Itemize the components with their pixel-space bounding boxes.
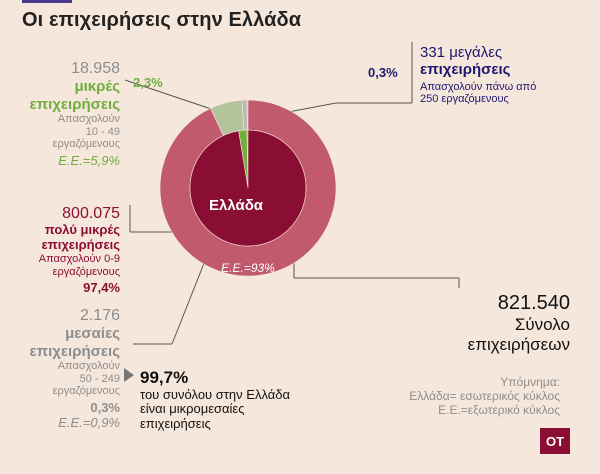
small-desc2: 10 - 49 bbox=[85, 125, 120, 138]
legend: Υπόμνημα: Ελλάδα= εσωτερικός κύκλος Ε.Ε.… bbox=[409, 375, 560, 417]
small-line2: επιχειρήσεις bbox=[29, 95, 120, 113]
large-text: 331 μεγάλες επιχειρήσεις Απασχολούν πάνω… bbox=[420, 44, 536, 106]
micro-group: 800.075 πολύ μικρές επιχειρήσεις Απασχολ… bbox=[39, 205, 120, 295]
total-line2: επιχειρήσεων bbox=[467, 334, 570, 354]
medium-eu: Ε.Ε.=0,9% bbox=[58, 414, 120, 430]
small-line1: μικρές bbox=[74, 78, 120, 96]
small-group: 18.958 μικρές επιχειρήσεις Απασχολούν 10… bbox=[30, 60, 120, 169]
share-line1: του συνόλου στην Ελλάδα bbox=[140, 386, 291, 402]
small-desc1: Απασχολούν bbox=[57, 112, 120, 125]
inner-pie-label: Ελλάδα bbox=[209, 197, 264, 214]
inner-slice-2 bbox=[189, 129, 307, 247]
total-value: 821.540 bbox=[497, 292, 570, 314]
large-line2: επιχειρήσεις bbox=[420, 61, 511, 79]
share-group: 99,7% του συνόλου στην Ελλάδα είναι μικρ… bbox=[140, 368, 290, 432]
legend-title: Υπόμνημα: bbox=[500, 375, 560, 389]
medium-pct: 0,3% bbox=[90, 399, 120, 415]
micro-line1: πολύ μικρές bbox=[44, 222, 120, 238]
share-value: 99,7% bbox=[140, 368, 189, 387]
micro-desc1: Απασχολούν 0-9 bbox=[38, 253, 120, 266]
outer-ring-label: Ε.Ε.=93% bbox=[221, 261, 275, 275]
total-group: 821.540 Σύνολο επιχειρήσεων bbox=[468, 292, 570, 354]
share-line2: είναι μικρομεσαίες bbox=[140, 401, 245, 417]
top-rule bbox=[22, 0, 72, 3]
micro-desc2: εργαζόμενους bbox=[52, 265, 120, 278]
total-line1: Σύνολο bbox=[514, 315, 570, 334]
inner-pie bbox=[189, 129, 307, 247]
pointer-triangle bbox=[124, 368, 134, 382]
page-title: Οι επιχειρήσεις στην Ελλάδα bbox=[22, 9, 302, 31]
medium-group: 2.176 μεσαίες επιχειρήσεις Απασχολούν 50… bbox=[30, 307, 120, 431]
micro-count: 800.075 bbox=[62, 205, 120, 222]
large-line1: 331 μεγάλες bbox=[420, 44, 503, 61]
medium-desc2: 50 - 249 bbox=[79, 372, 120, 385]
large-desc1: Απασχολούν πάνω από bbox=[420, 80, 537, 93]
ot-logo: ΟΤ bbox=[540, 428, 570, 454]
outer-ring bbox=[159, 99, 337, 277]
medium-desc1: Απασχολούν bbox=[57, 359, 120, 372]
share-line3: επιχειρήσεις bbox=[140, 416, 211, 432]
large-slice-label: 0,3% bbox=[368, 65, 398, 80]
micro-pct: 97,4% bbox=[83, 279, 120, 295]
legend-inner: Ελλάδα= εσωτερικός κύκλος bbox=[409, 388, 560, 403]
small-slice-label: 2,3% bbox=[133, 75, 163, 90]
large-desc2: 250 εργαζόμενους bbox=[420, 93, 509, 106]
small-count: 18.958 bbox=[71, 60, 120, 77]
legend-outer: Ε.Ε.=εξωτερικό κύκλος bbox=[438, 402, 560, 417]
micro-line2: επιχειρήσεις bbox=[41, 237, 120, 253]
medium-line2: επιχειρήσεις bbox=[29, 342, 120, 360]
medium-line1: μεσαίες bbox=[65, 325, 120, 343]
medium-desc3: εργαζόμενους bbox=[52, 385, 120, 398]
small-eu: Ε.Ε.=5,9% bbox=[58, 152, 120, 168]
small-desc3: εργαζόμενους bbox=[52, 138, 120, 151]
medium-count: 2.176 bbox=[79, 307, 120, 324]
